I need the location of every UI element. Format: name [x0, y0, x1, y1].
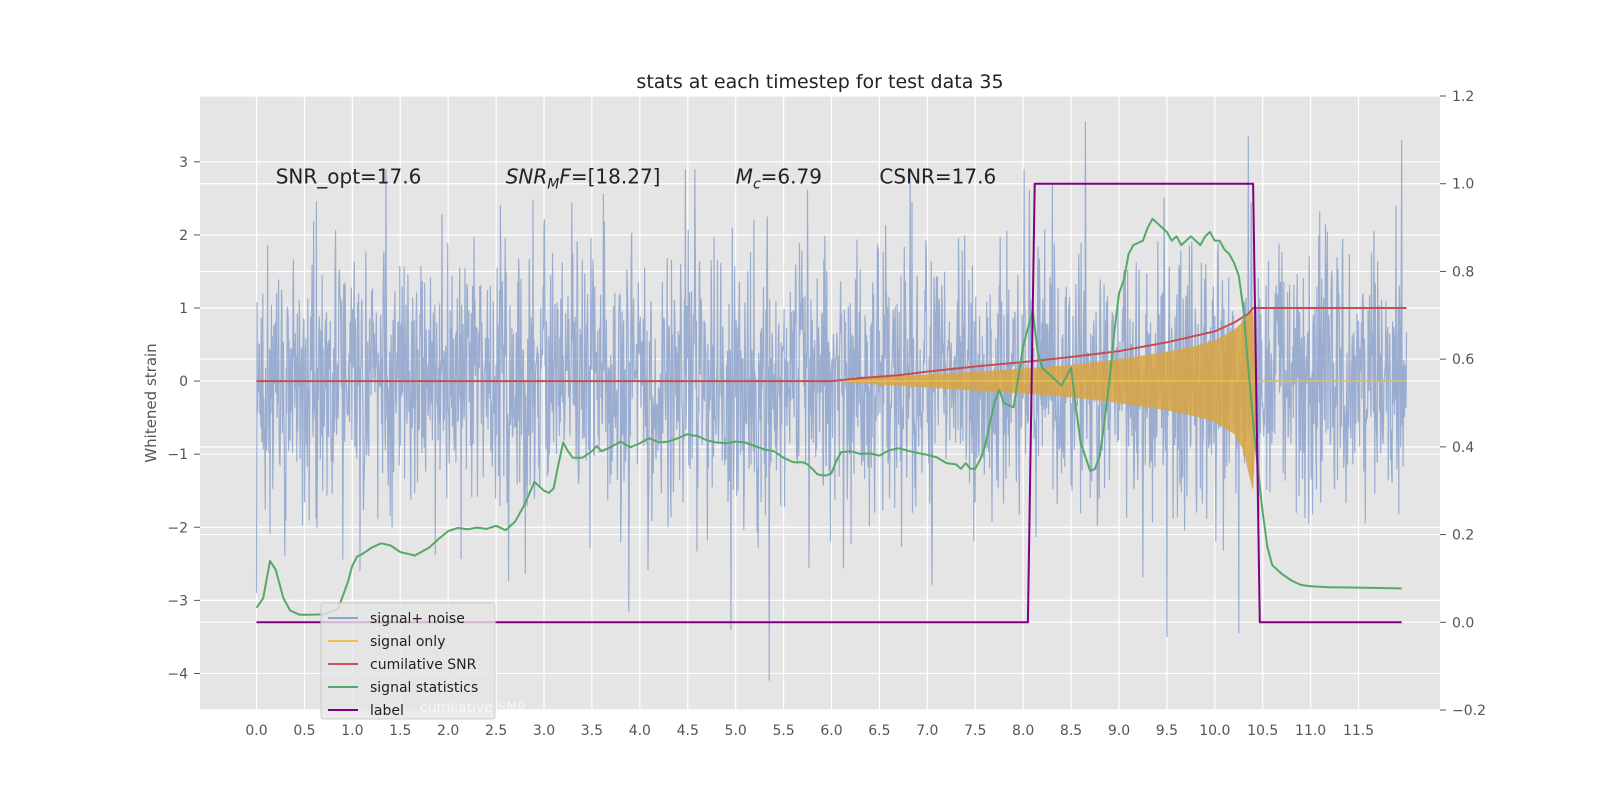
x-tick-label: 7.5 [964, 723, 986, 739]
annotation-snr-opt: SNR_opt=17.6 [276, 164, 422, 188]
y-tick-label: 0 [179, 374, 188, 390]
y-tick-label: −3 [167, 593, 188, 609]
y2-tick-label: 1.2 [1452, 89, 1474, 105]
x-tick-label: 1.5 [389, 723, 411, 739]
x-tick-label: 3.5 [581, 723, 603, 739]
annotation-snr-mf-rest: F [559, 164, 571, 188]
annotation-mc: Mc=6.79 [736, 164, 822, 192]
annotation-snr-mf-value: =[18.27] [571, 164, 661, 188]
y-tick-label: −2 [167, 520, 188, 536]
x-tick-label: 11.5 [1343, 723, 1374, 739]
x-tick-label: 11.0 [1295, 723, 1326, 739]
x-tick-label: 10.0 [1199, 723, 1230, 739]
signal-noise-series [255, 121, 1408, 681]
y-axis-label: Whitened strain [142, 343, 160, 462]
x-tick-label: 7.0 [916, 723, 938, 739]
x-tick-label: 2.5 [485, 723, 507, 739]
x-tick-label: 5.0 [725, 723, 747, 739]
y-tick-label: 2 [179, 228, 188, 244]
y-tick-label: 1 [179, 301, 188, 317]
x-tick-label: 3.0 [533, 723, 555, 739]
annotation-snr-mf: SNRMF=[18.27] [506, 164, 661, 192]
chart-title: stats at each timestep for test data 35 [636, 71, 1003, 93]
y2-tick-label: 0.8 [1452, 264, 1474, 280]
legend-label: signal statistics [370, 680, 478, 696]
y2-tick-label: 0.2 [1452, 528, 1474, 544]
y2-tick-label: 1.0 [1452, 177, 1474, 193]
annotations: SNR_opt=17.6 SNRMF=[18.27] Mc=6.79 CSNR=… [276, 164, 997, 192]
label-line [256, 182, 1402, 624]
x-tick-label: 2.0 [437, 723, 459, 739]
axes: 0.0 0.5 1.0 1.5 2.0 2.5 3.0 3.5 4.0 4.5 5.0 5.5 6.0 6… [167, 89, 1486, 739]
y2-tick-label: −0.2 [1452, 703, 1486, 719]
y-tick-label: −4 [167, 666, 188, 682]
legend-box [320, 602, 496, 720]
x-tick-label: 8.0 [1012, 723, 1034, 739]
x-tick-label: 4.5 [677, 723, 699, 739]
y-tick-label: 3 [179, 155, 188, 171]
signal-noise-line [255, 121, 1408, 681]
legend: cumilative SNR signal+ noise signal only c… [320, 602, 527, 720]
annotation-mc-value: =6.79 [761, 164, 822, 188]
signal-statistics-line [255, 217, 1402, 616]
legend-label: label [370, 703, 404, 719]
signal-only-fill [256, 311, 1407, 491]
x-tick-label: 0.0 [245, 723, 267, 739]
annotation-snr-mf-sub: M [547, 176, 559, 192]
x-tick-label: 10.5 [1247, 723, 1278, 739]
y2-tick-label: 0.4 [1452, 440, 1474, 456]
annotation-mc-sub: c [753, 176, 761, 192]
y-tick-label: −1 [167, 447, 188, 463]
x-tick-label: 8.5 [1060, 723, 1082, 739]
y2-tick-label: 0.0 [1452, 615, 1474, 631]
legend-ghost-text: cumilative SNR [420, 700, 527, 716]
x-tick-label: 6.0 [820, 723, 842, 739]
x-tick-label: 0.5 [293, 723, 315, 739]
annotation-mc-main: M [736, 164, 753, 188]
annotation-snr-mf-main: SNR [506, 164, 548, 188]
x-tick-label: 5.5 [772, 723, 794, 739]
line-series [255, 182, 1407, 624]
y2-tick-label: 0.6 [1452, 352, 1474, 368]
x-tick-label: 4.0 [629, 723, 651, 739]
x-tick-label: 9.5 [1156, 723, 1178, 739]
legend-label: signal+ noise [370, 611, 465, 627]
x-tick-label: 1.0 [341, 723, 363, 739]
annotation-csnr: CSNR=17.6 [879, 164, 996, 188]
legend-label: cumilative SNR [370, 657, 477, 673]
legend-label: signal only [370, 634, 445, 650]
x-tick-label: 6.5 [868, 723, 890, 739]
x-tick-label: 9.0 [1108, 723, 1130, 739]
